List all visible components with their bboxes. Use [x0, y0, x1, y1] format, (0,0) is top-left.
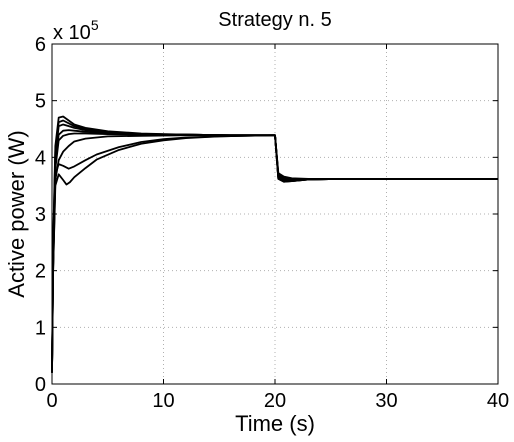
series-group	[51, 115, 498, 373]
y-axis-label: Active power (W)	[4, 130, 29, 297]
y-tick-label: 3	[35, 204, 46, 226]
y-tick-label: 5	[35, 91, 46, 113]
x-tick-label: 40	[487, 390, 509, 412]
y-tick-label: 0	[35, 374, 46, 396]
y-axis-multiplier: x 105	[53, 17, 99, 44]
chart-title: Strategy n. 5	[218, 9, 331, 31]
y-multiplier-base: x 10	[53, 22, 91, 44]
y-tick-label: 2	[35, 261, 46, 283]
grid	[52, 44, 498, 384]
ticks: 0 10 20 30 40 0 1 2 3 4 5 6	[35, 34, 509, 412]
x-axis-label: Time (s)	[235, 411, 315, 436]
x-tick-label: 20	[264, 390, 286, 412]
y-tick-label: 4	[35, 147, 46, 169]
x-tick-label: 0	[46, 390, 57, 412]
x-tick-label: 30	[375, 390, 397, 412]
y-multiplier-exponent: 5	[91, 17, 99, 33]
y-tick-label: 6	[35, 34, 46, 56]
x-tick-label: 10	[152, 390, 174, 412]
series-line-8	[51, 134, 498, 373]
y-tick-label: 1	[35, 317, 46, 339]
